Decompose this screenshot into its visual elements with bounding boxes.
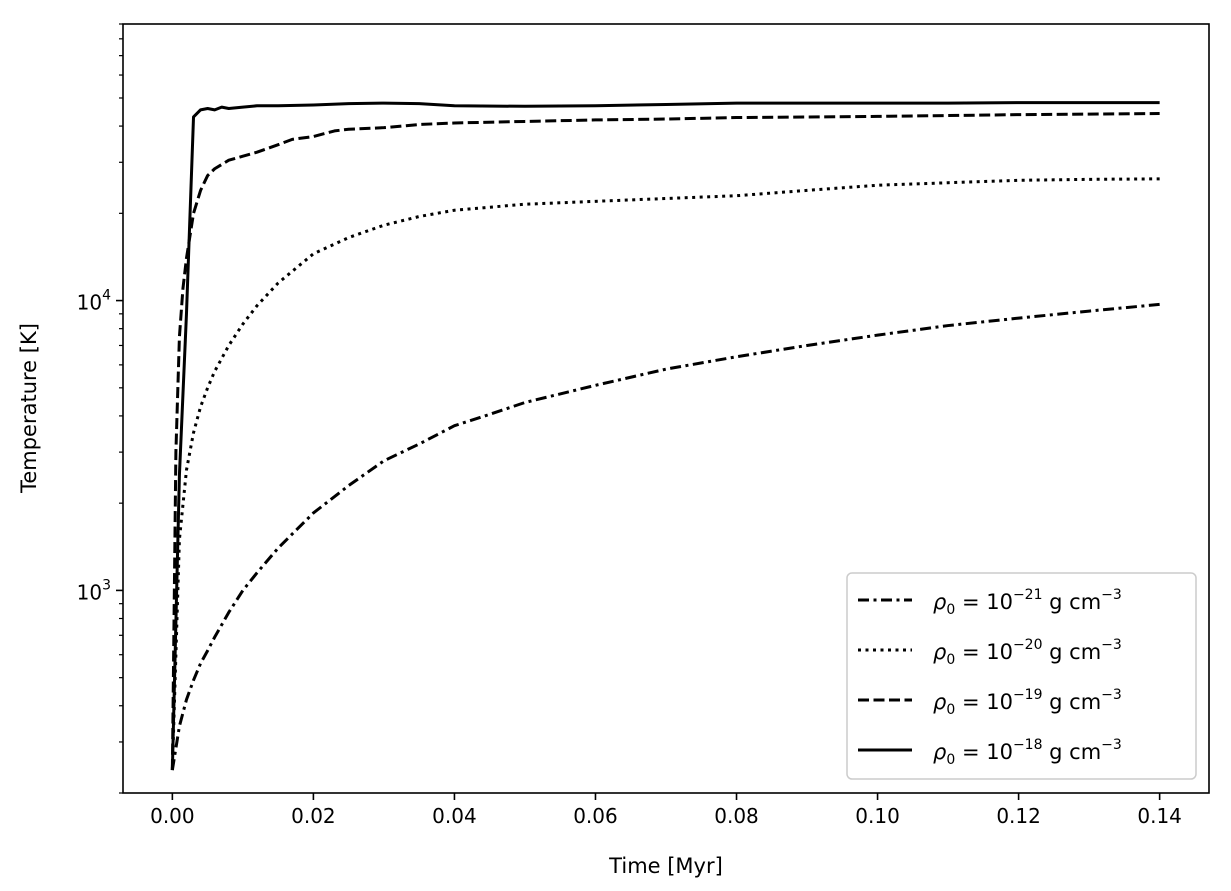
series-line-3 (170, 112, 1160, 771)
x-tick-label: 0.08 (714, 804, 759, 828)
x-tick-label: 0.10 (855, 804, 900, 828)
x-tick-label: 0.06 (573, 804, 618, 828)
x-tick-label: 0.14 (1137, 804, 1182, 828)
y-tick-label: 103 (77, 577, 111, 604)
series-line-2 (170, 177, 1160, 771)
x-tick-label: 0.00 (150, 804, 195, 828)
y-axis-label: Temperature [K] (17, 323, 41, 494)
legend-box (846, 572, 1197, 780)
legend-label-4: ρ0 = 10−18 g cm−3 (933, 737, 1122, 768)
x-axis: 0.00 0.02 0.04 0.06 0.08 0.10 0.12 0.14 (150, 793, 1182, 828)
x-tick-label: 0.12 (996, 804, 1041, 828)
x-tick-label: 0.04 (432, 804, 477, 828)
legend-label-3: ρ0 = 10−19 g cm−3 (933, 687, 1122, 718)
series-layer (170, 101, 1160, 771)
y-tick-label: 104 (77, 288, 111, 315)
x-axis-label: Time [Myr] (608, 854, 723, 878)
series-line-4 (170, 101, 1160, 771)
legend-label-1: ρ0 = 10−21 g cm−3 (933, 587, 1122, 618)
series-line-1 (170, 302, 1160, 771)
x-tick-label: 0.02 (291, 804, 336, 828)
legend: ρ0 = 10−21 g cm−3 ρ0 = 10−20 g cm−3 ρ0 = 1… (846, 572, 1197, 780)
y-axis: 103 104 (77, 23, 123, 794)
legend-label-2: ρ0 = 10−20 g cm−3 (933, 637, 1122, 668)
plot-frame (122, 23, 1210, 794)
